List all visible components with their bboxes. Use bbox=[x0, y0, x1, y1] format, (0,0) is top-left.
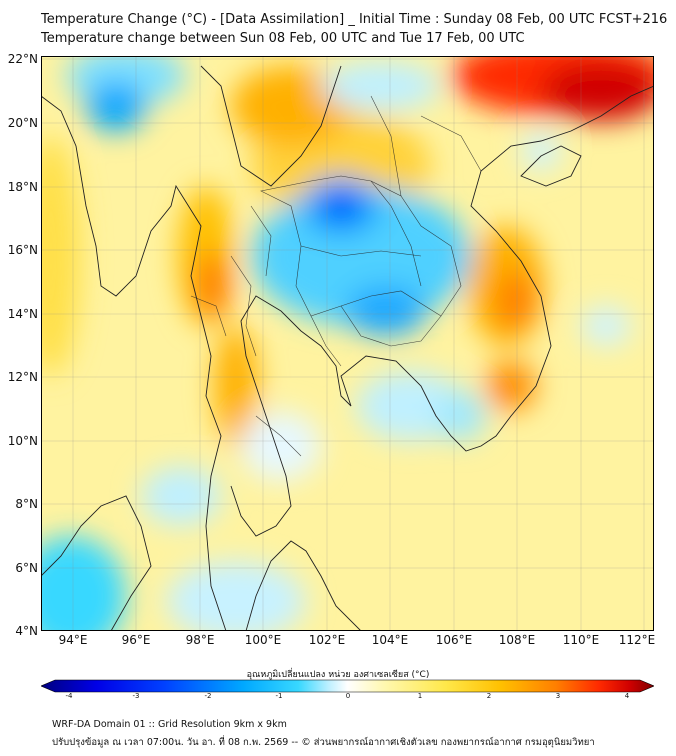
graticule bbox=[41, 56, 654, 631]
coastlines bbox=[41, 65, 654, 631]
colorbar-tick-0: 0 bbox=[345, 692, 351, 700]
lat-tick-14: 14°N bbox=[7, 307, 38, 321]
colorbar-tick-4: 4 bbox=[624, 692, 630, 700]
lon-tick-94: 94°E bbox=[58, 633, 88, 647]
lat-tick-12: 12°N bbox=[7, 370, 38, 384]
colorbar-tick-2: 2 bbox=[486, 692, 492, 700]
lon-tick-100: 100°E bbox=[244, 633, 282, 647]
footer-credit: ปรับปรุงข้อมูล ณ เวลา 07:00น. วัน อา. ที… bbox=[52, 737, 595, 748]
lon-tick-106: 106°E bbox=[435, 633, 473, 647]
map-subtitle: Temperature change between Sun 08 Feb, 0… bbox=[41, 31, 525, 46]
lat-tick-4: 4°N bbox=[15, 624, 38, 638]
colorbar-tick-n4: -4 bbox=[65, 692, 73, 700]
lat-tick-6: 6°N bbox=[15, 561, 38, 575]
colorbar-tick-n3: -3 bbox=[132, 692, 140, 700]
footer-model-info: WRF-DA Domain 01 :: Grid Resolution 9km … bbox=[52, 719, 287, 730]
lat-tick-22: 22°N bbox=[7, 52, 38, 66]
lon-tick-104: 104°E bbox=[371, 633, 409, 647]
colorbar-tick-n2: -2 bbox=[204, 692, 212, 700]
temperature-change-map bbox=[41, 56, 654, 631]
colorbar-tick-1: 1 bbox=[417, 692, 423, 700]
lon-tick-110: 110°E bbox=[562, 633, 600, 647]
admin-borders bbox=[190, 95, 482, 457]
lon-tick-98: 98°E bbox=[185, 633, 215, 647]
lat-tick-10: 10°N bbox=[7, 434, 38, 448]
lat-tick-18: 18°N bbox=[7, 180, 38, 194]
lon-tick-96: 96°E bbox=[121, 633, 151, 647]
lat-tick-20: 20°N bbox=[7, 116, 38, 130]
lat-tick-16: 16°N bbox=[7, 243, 38, 257]
field-layer bbox=[41, 56, 654, 631]
colorbar-label: อุณหภูมิเปลี่ยนแปลง หน่วย องศาเซลเซียส (… bbox=[246, 670, 430, 680]
map-title: Temperature Change (°C) - [Data Assimila… bbox=[41, 12, 668, 27]
lon-tick-112: 112°E bbox=[618, 633, 656, 647]
colorbar-tick-n1: -1 bbox=[275, 692, 283, 700]
lat-tick-8: 8°N bbox=[15, 497, 38, 511]
lon-tick-108: 108°E bbox=[498, 633, 536, 647]
lon-tick-102: 102°E bbox=[308, 633, 346, 647]
colorbar-tick-3: 3 bbox=[555, 692, 561, 700]
